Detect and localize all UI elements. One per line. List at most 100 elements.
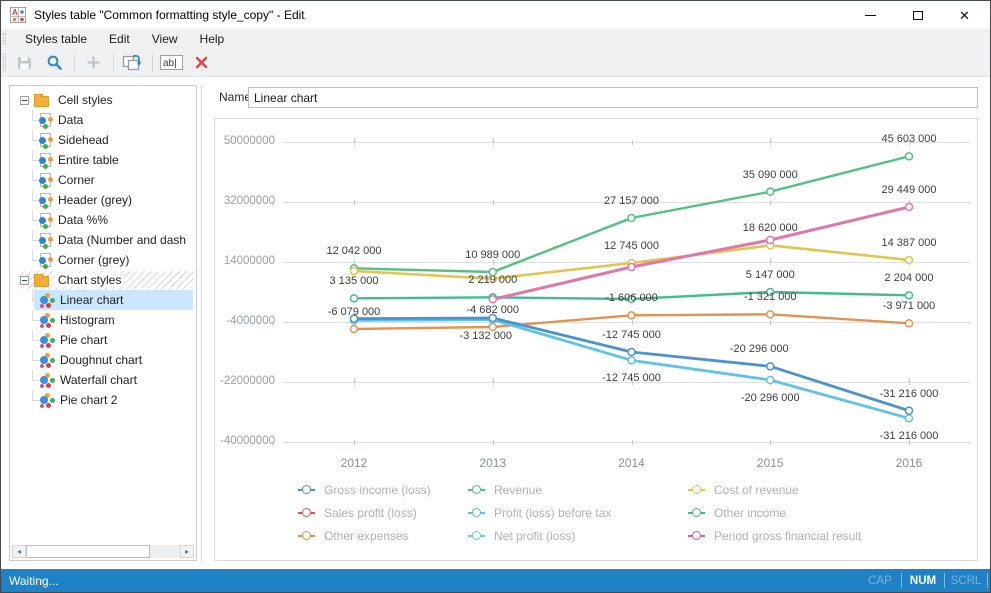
data-point	[766, 362, 775, 371]
tree-group-cell-styles[interactable]: Cell styles	[10, 90, 196, 110]
close-button[interactable]: ✕	[959, 7, 970, 23]
data-label: -20 296 000	[729, 343, 789, 356]
toolbar-rename-button[interactable]: ab|	[159, 51, 183, 75]
collapse-toggle[interactable]	[20, 95, 29, 105]
menu-item-styles-table[interactable]: Styles table	[25, 32, 88, 46]
data-label: 12 042 000	[326, 245, 382, 258]
grid-tick	[770, 140, 772, 145]
x-axis-label: 2013	[479, 456, 507, 470]
grid-tick	[492, 140, 494, 145]
menu-item-help[interactable]: Help	[199, 32, 225, 46]
maximize-button[interactable]	[894, 1, 941, 29]
scroll-left-arrow[interactable]: ◂	[12, 545, 26, 558]
data-point	[904, 406, 914, 415]
status-indicator-scrl: SCRL	[950, 574, 982, 587]
legend-label: Gross income (loss)	[324, 483, 431, 497]
grid-tick	[492, 200, 494, 205]
tree-item-corner-grey[interactable]: Corner (grey)	[10, 250, 196, 270]
gridline	[283, 322, 970, 323]
tree-item-linear-chart[interactable]: Linear chart	[10, 290, 196, 310]
scroll-right-arrow[interactable]: ▸	[180, 545, 194, 558]
grid-tick	[631, 320, 633, 325]
tree-item-data[interactable]: Data %%	[10, 210, 196, 230]
tree-horizontal-scrollbar[interactable]: ◂ ▸	[12, 545, 194, 558]
toolbar-delete-button[interactable]	[189, 51, 213, 75]
tree-item-entire-table[interactable]: Entire table	[10, 150, 196, 170]
data-point	[904, 319, 914, 328]
cell-style-icon	[39, 253, 53, 267]
status-separator	[987, 573, 988, 588]
scrollbar-track[interactable]	[149, 545, 180, 558]
panel-splitter[interactable]	[201, 85, 202, 561]
cell-style-icon	[39, 193, 53, 207]
legend-label: Sales profit (loss)	[324, 506, 417, 520]
toolbar-copy-button[interactable]	[120, 51, 144, 75]
status-indicator-num: NUM	[909, 574, 937, 587]
legend-label: Other income	[714, 506, 787, 520]
grid-tick	[770, 320, 772, 325]
tree-item-pie-chart[interactable]: Pie chart	[10, 330, 196, 350]
app-icon: A	[10, 7, 26, 23]
legend-label: Cost of revenue	[714, 483, 799, 497]
series-line-period-gross-financial-result	[492, 205, 910, 301]
gridline	[283, 442, 970, 443]
data-label: 14 387 000	[881, 237, 937, 249]
data-point	[766, 187, 775, 196]
data-point	[488, 313, 497, 323]
tree-item-data[interactable]: Data	[10, 110, 196, 130]
tree-item-label: Data	[58, 113, 84, 127]
grid-tick	[631, 140, 633, 145]
data-label: 2 219 000	[468, 274, 518, 287]
minimize-button[interactable]	[847, 1, 894, 29]
collapse-toggle[interactable]	[20, 275, 29, 285]
y-axis-label: -4000000	[226, 315, 275, 327]
tree-item-label: Data (Number and dash	[58, 233, 187, 247]
tree-item-header-grey[interactable]: Header (grey)	[10, 190, 196, 210]
data-point	[627, 213, 636, 223]
tree-item-doughnut-chart[interactable]: Doughnut chart	[10, 350, 196, 370]
cell-style-icon	[39, 133, 53, 147]
y-axis-label: 50000000	[223, 135, 275, 147]
tree-item-sidehead[interactable]: Sidehead	[10, 130, 196, 150]
legend-item-cost-of-revenue: Cost of revenue	[688, 482, 799, 498]
folder-icon	[34, 274, 49, 287]
toolbar-grip	[3, 54, 6, 71]
chart-style-icon	[40, 392, 55, 408]
tree-item-waterfall-chart[interactable]: Waterfall chart	[10, 370, 196, 390]
legend-item-gross-income-loss: Gross income (loss)	[298, 482, 431, 498]
tree-item-corner[interactable]: Corner	[10, 170, 196, 190]
menu-item-edit[interactable]: Edit	[109, 32, 130, 46]
data-label: -31 216 000	[879, 430, 939, 443]
data-point	[766, 310, 775, 319]
tree-item-pie-chart-2[interactable]: Pie chart 2	[10, 390, 196, 410]
grid-tick	[909, 380, 910, 385]
chart-style-icon	[40, 292, 55, 308]
data-point	[627, 294, 636, 304]
menu-item-view[interactable]: View	[151, 32, 178, 46]
legend-item-other-income: Other income	[688, 505, 786, 521]
legend-marker-icon	[688, 508, 705, 518]
toolbar-separator	[113, 53, 114, 72]
cell-style-icon	[39, 213, 53, 227]
menu-bar: Styles table Edit View Help	[1, 29, 990, 49]
folder-icon	[34, 94, 49, 107]
scrollbar-thumb[interactable]	[26, 545, 150, 558]
status-bar: Waiting... CAP NUM SCRL	[1, 569, 990, 592]
data-point	[904, 414, 914, 423]
grid-tick	[770, 440, 772, 445]
legend-item-profit-loss-before-tax: Profit (loss) before tax	[468, 505, 611, 521]
toolbar-preview-search-button[interactable]	[42, 51, 66, 75]
y-axis-label: -22000000	[220, 375, 275, 387]
y-axis-label: 14000000	[223, 255, 275, 267]
data-point	[349, 294, 359, 303]
legend-label: Net profit (loss)	[494, 529, 576, 543]
data-label: 27 157 000	[603, 195, 660, 207]
tree-item-data-number-and-dash[interactable]: Data (Number and dash	[10, 230, 196, 250]
tree-group-chart-styles[interactable]: Chart styles	[10, 270, 196, 290]
style-name-input[interactable]	[248, 87, 978, 108]
legend-item-revenue: Revenue	[468, 482, 542, 498]
tree-item-histogram[interactable]: Histogram	[10, 310, 196, 330]
cell-style-icon	[39, 153, 53, 167]
data-label: -3 132 000	[459, 330, 513, 342]
toolbar-save-button	[12, 51, 36, 75]
